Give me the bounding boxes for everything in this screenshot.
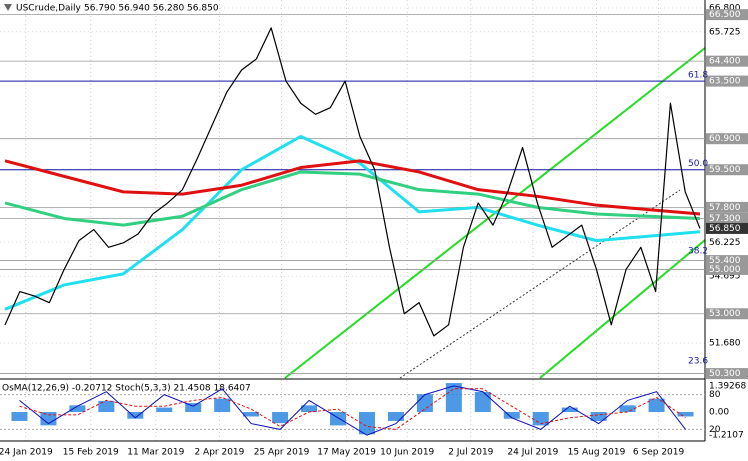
osma-bar	[619, 405, 636, 413]
x-tick-label: 17 May 2019	[317, 448, 376, 458]
osma-bar	[358, 412, 375, 435]
osma-bar	[387, 412, 404, 421]
osma-bar	[648, 398, 665, 413]
osma-bar	[272, 412, 289, 424]
current-price-label: 56.850	[709, 224, 741, 234]
level-box	[706, 201, 748, 213]
level-label: 66.500	[709, 10, 741, 20]
stoch-tick-label: 20	[709, 425, 721, 435]
x-tick-label: 24 Jan 2019	[0, 448, 53, 458]
fib-label: 23.6	[688, 356, 708, 366]
osma-bar	[677, 412, 694, 417]
level-label: 55.400	[709, 256, 741, 266]
level-label: 53.000	[709, 309, 741, 319]
level-label: 59.500	[709, 165, 741, 175]
price-line	[4, 134, 701, 311]
osma-bar	[11, 412, 28, 421]
y-tick-label: 51.680	[709, 338, 741, 348]
level-box	[706, 133, 748, 145]
osma-bar	[40, 412, 57, 426]
level-box	[706, 212, 748, 224]
level-box	[706, 308, 748, 320]
osma-bar	[503, 412, 520, 419]
trend-channel-bottom	[539, 239, 706, 379]
level-label: 57.300	[709, 214, 741, 224]
level-label: 60.900	[709, 134, 741, 144]
level-box	[706, 55, 748, 67]
header-quote: 56.790 56.940 56.280 56.850	[84, 4, 219, 14]
level-box	[706, 263, 748, 275]
x-tick-label: 2 Jul 2019	[448, 448, 493, 458]
osma-bar	[532, 412, 549, 426]
level-label: 64.400	[709, 57, 741, 67]
osma-bar	[214, 398, 231, 413]
fib-label: 61.8	[688, 71, 708, 81]
header-title: USCrude,Daily	[16, 4, 82, 14]
osma-bar	[69, 405, 86, 413]
fib-label: 50.0	[688, 159, 708, 169]
y-tick-label: 65.725	[709, 27, 741, 37]
y-tick-label: 56.225	[709, 238, 741, 248]
x-tick-label: 15 Aug 2019	[568, 448, 626, 458]
osma-bar	[185, 403, 202, 413]
level-label: 57.800	[709, 203, 741, 213]
level-box	[706, 368, 748, 380]
y-tick-label: 54.695	[709, 272, 741, 282]
fib-label: 38.2	[688, 247, 708, 257]
x-tick-label: 24 Jul 2019	[507, 448, 558, 458]
osma-bar	[243, 412, 260, 417]
level-label: 50.300	[709, 369, 741, 379]
indicator-label: OsMA(12,26,9) -0.20712 Stoch(5,3,3) 21.4…	[2, 384, 251, 394]
stoch-signal-line	[19, 388, 686, 430]
x-tick-label: 11 Mar 2019	[127, 448, 184, 458]
indicator-tick-label: -1.2107	[709, 431, 744, 441]
current-price-box	[706, 222, 748, 234]
level-box	[706, 75, 748, 87]
osma-bar	[416, 394, 433, 413]
price-line	[4, 159, 701, 216]
level-box	[706, 9, 748, 21]
x-tick-label: 15 Feb 2019	[63, 448, 119, 458]
level-box	[706, 164, 748, 176]
osma-bar	[445, 383, 462, 413]
osma-bar	[474, 391, 491, 413]
osma-bar	[98, 400, 115, 413]
trend-dotted	[399, 189, 681, 379]
x-tick-label: 2 Apr 2019	[194, 448, 244, 458]
osma-bar	[561, 407, 578, 413]
x-tick-label: 6 Sep 2019	[633, 448, 685, 458]
indicator-tick-label: 1.39268	[709, 382, 746, 392]
symbol-icon	[4, 4, 12, 11]
price-line	[4, 27, 701, 337]
osma-bar	[156, 407, 173, 413]
x-tick-label: 25 Apr 2019	[254, 448, 310, 458]
indicator-tick-label: 0.00	[709, 408, 729, 418]
osma-bar	[590, 412, 607, 421]
osma-bar	[127, 412, 144, 419]
osma-bar	[301, 405, 318, 413]
stoch-tick-label: 80	[709, 390, 721, 400]
stoch-main-line	[19, 385, 686, 436]
level-label: 63.500	[709, 77, 741, 87]
x-tick-label: 10 Jun 2019	[380, 448, 434, 458]
level-label: 55.000	[709, 265, 741, 275]
price-line	[4, 170, 701, 227]
level-box	[706, 255, 748, 267]
y-tick-label: 66.800	[709, 3, 741, 13]
